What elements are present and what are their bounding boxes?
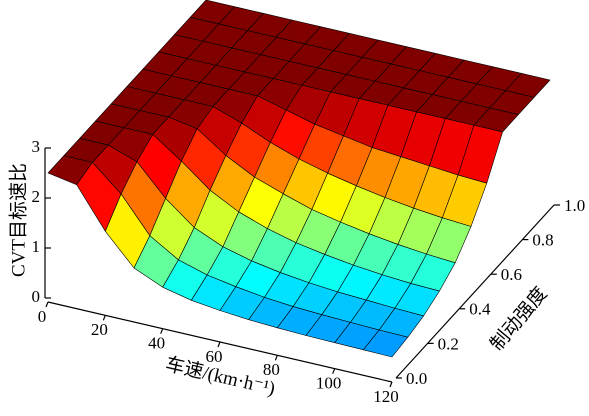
x-tick-label: 0 [38, 307, 47, 326]
z-tick-label: 3 [32, 137, 41, 156]
x-tick [102, 315, 106, 321]
y-tick-label: 0.0 [406, 369, 427, 388]
x-tick [217, 341, 221, 348]
x-tick-label: 20 [91, 320, 108, 339]
y-tick-label: 0.2 [438, 334, 459, 353]
z-tick-label: 0 [32, 287, 41, 306]
y-tick-label: 0.8 [532, 231, 553, 250]
z-axis-label: CVT目标速比 [7, 163, 29, 277]
y-axis-label: 制动强度 [486, 283, 552, 355]
x-tick-label: 60 [206, 347, 223, 366]
x-tick [45, 301, 49, 308]
y-tick-label: 1.0 [564, 196, 585, 215]
y-tick-label: 0.4 [469, 300, 491, 319]
x-tick-label: 120 [373, 387, 399, 406]
y-tick-label: 0.6 [501, 265, 522, 284]
x-tick [160, 328, 164, 334]
surface [47, 0, 551, 358]
x-tick-label: 80 [263, 360, 280, 379]
x-tick-label: 40 [148, 334, 165, 353]
x-tick [332, 368, 336, 374]
y-axis [395, 204, 555, 379]
surface-cell [363, 329, 409, 358]
x-tick [389, 381, 393, 388]
z-tick-label: 2 [32, 187, 41, 206]
x-tick-label: 100 [316, 374, 342, 393]
x-tick [274, 355, 278, 361]
z-tick-label: 1 [32, 237, 41, 256]
